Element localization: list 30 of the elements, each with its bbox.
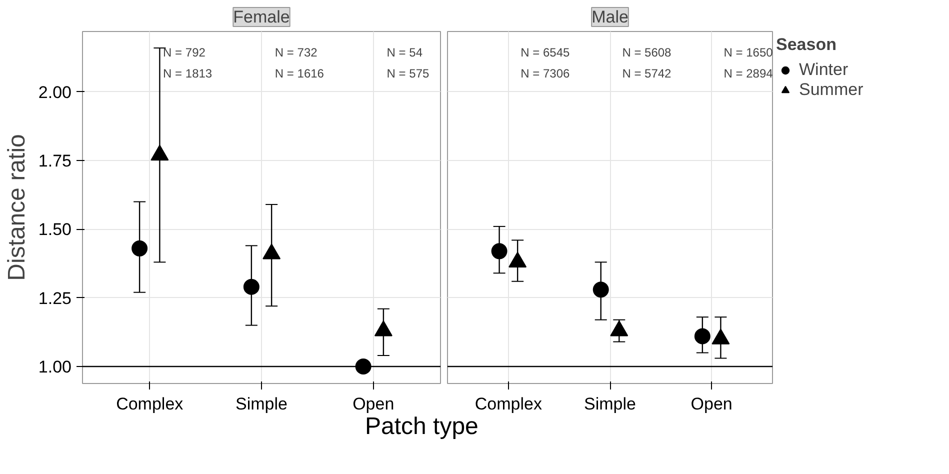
- y-tick-label: 1.00: [38, 357, 72, 376]
- annotation: N = 6545: [520, 46, 570, 60]
- x-tick-label: Complex: [474, 394, 542, 414]
- x-axis-title: Patch type: [365, 413, 478, 442]
- annotation: N = 5742: [622, 66, 672, 81]
- legend-label: Summer: [799, 80, 864, 100]
- annotation: N = 1813: [163, 66, 212, 81]
- annotation: N = 7306: [520, 66, 570, 81]
- annotation: N = 792: [163, 46, 206, 60]
- annotation: N = 1616: [274, 66, 324, 81]
- chart-title: Male: [592, 8, 628, 26]
- y-tick-label: 1.75: [38, 152, 72, 171]
- x-tick-label: Open: [690, 394, 732, 414]
- annotation: N = 5608: [622, 46, 672, 60]
- y-tick-label: 2.00: [38, 82, 72, 102]
- annotation: N = 2894: [724, 66, 774, 81]
- x-tick-label: Simple: [236, 394, 288, 414]
- x-tick-label: Open: [352, 394, 394, 414]
- annotation: N = 54: [386, 46, 423, 60]
- chart-title: Female: [233, 8, 290, 26]
- legend-title: Season: [776, 35, 838, 55]
- x-tick-label: Simple: [584, 394, 636, 414]
- annotation: N = 1650: [724, 46, 774, 60]
- legend-label: Winter: [799, 60, 848, 80]
- y-tick-label: 1.25: [38, 288, 72, 308]
- y-tick-label: 1.50: [38, 220, 72, 240]
- x-tick-label: Complex: [116, 394, 184, 414]
- annotation: N = 575: [386, 66, 430, 81]
- annotation: N = 732: [274, 46, 318, 60]
- y-axis-title: Distance ratio: [3, 134, 30, 281]
